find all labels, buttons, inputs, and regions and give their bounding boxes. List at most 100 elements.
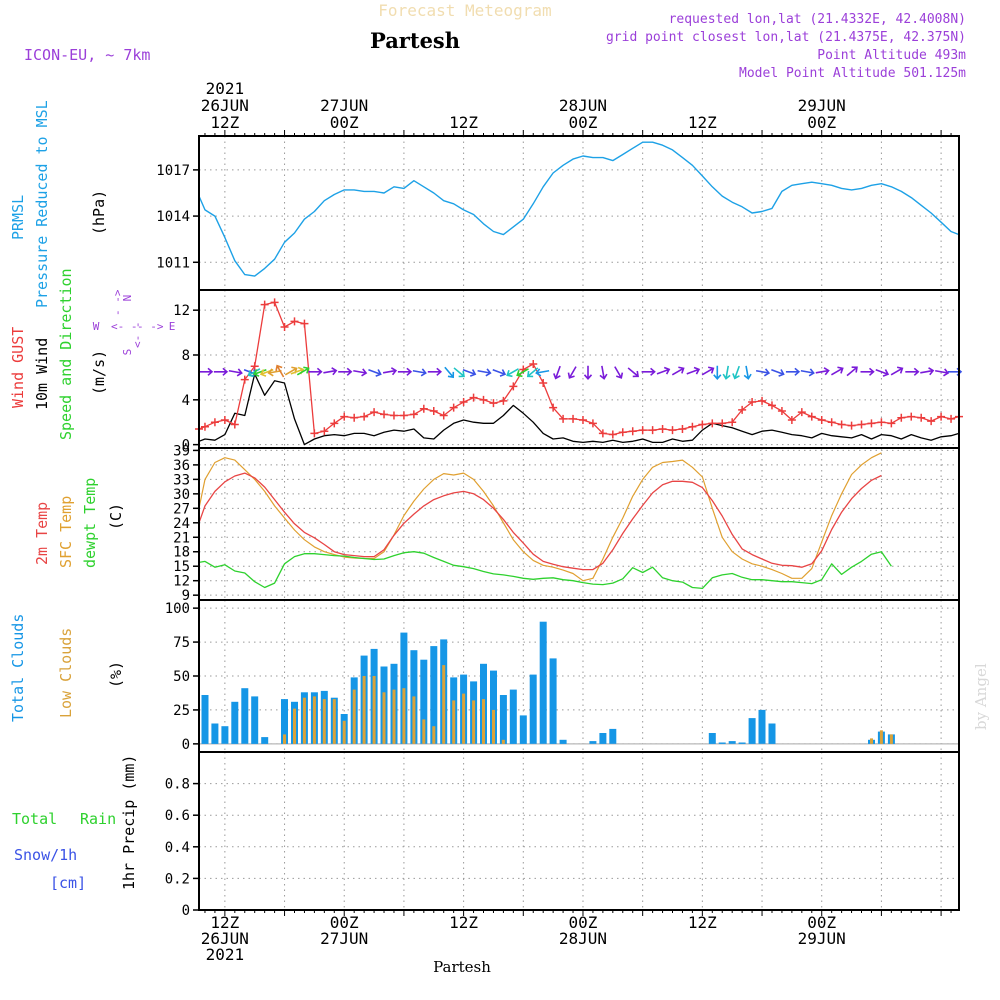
total-cloud-bar	[549, 658, 557, 744]
wind-direction-arrow-shape	[412, 368, 427, 377]
total-clouds-label: Total Clouds	[9, 614, 27, 722]
wind-direction-arrow	[771, 368, 785, 377]
total-cloud-bar	[748, 718, 756, 744]
compass-e: E	[169, 320, 176, 333]
total-cloud-bar	[211, 723, 219, 744]
low-cloud-bar	[382, 692, 386, 744]
wind-direction-arrow-shape	[743, 365, 752, 380]
snow-unit-label: [cm]	[50, 874, 86, 892]
grid-layer	[199, 136, 959, 911]
top-time-label: 29JUN	[798, 96, 846, 115]
wind-direction-arrow	[875, 368, 890, 377]
total-cloud-bar	[559, 739, 567, 744]
ytick-label-temperature: 36	[173, 458, 190, 474]
gust-marker	[529, 359, 538, 368]
gust-marker	[489, 399, 498, 408]
wind-direction-arrow	[338, 367, 353, 376]
wind-direction-arrow-shape	[567, 366, 577, 379]
wind-direction-arrow	[627, 367, 639, 378]
wind-unit-label: (m/s)	[90, 350, 108, 395]
wind-direction-arrow	[890, 366, 904, 376]
gust-marker	[708, 419, 717, 428]
gust-marker	[409, 410, 418, 419]
wind-direction-arrow	[308, 367, 323, 376]
temp-dew-label: dewpt Temp	[81, 478, 99, 568]
wind-direction-arrow	[477, 368, 492, 377]
bottom-time-label: 12Z	[210, 913, 239, 932]
ytick-label-precip: 0.4	[165, 840, 190, 856]
gust-marker	[718, 419, 727, 428]
wind-direction-arrow-shape	[553, 365, 561, 380]
total-cloud-bar	[430, 646, 438, 744]
gust-marker	[330, 419, 339, 428]
gust-marker	[459, 398, 468, 407]
gust-marker	[897, 413, 906, 422]
wind-direction-arrow	[905, 367, 920, 376]
low-cloud-bar	[322, 699, 326, 744]
wind-direction-arrow-shape	[831, 366, 844, 376]
wind-direction-arrow	[296, 366, 310, 376]
gust-marker	[280, 322, 289, 331]
gust-marker	[797, 408, 806, 417]
gust-marker	[360, 412, 369, 421]
ytick-label-wind: 0	[182, 438, 190, 454]
gust-marker	[877, 418, 886, 427]
wind-direction-arrow	[368, 368, 382, 377]
total-cloud-bar	[509, 689, 517, 744]
low-cloud-bar	[501, 739, 505, 744]
wind-direction-arrow-shape	[755, 368, 771, 377]
axes-layer: 1011101410170481291215182124273033363902…	[156, 163, 199, 919]
compass-arrow-right: - ->	[137, 320, 164, 333]
wind-direction-arrow-shape	[875, 368, 890, 377]
low-cloud-bar	[870, 738, 873, 744]
low-cloud-bar	[392, 689, 396, 744]
wind-direction-arrow	[199, 367, 214, 376]
wind-direction-arrow	[935, 368, 950, 377]
gust-marker	[320, 427, 329, 436]
ytick-label-temperature: 39	[173, 443, 190, 459]
wind-direction-arrow	[583, 365, 593, 381]
wind-direction-arrow	[323, 367, 338, 376]
ytick-label-clouds: 0	[182, 737, 190, 753]
requested-coords: requested lon,lat (21.4332E, 42.4008N)	[669, 12, 966, 27]
gust-marker	[857, 420, 866, 429]
top-time-label: 00Z	[807, 113, 836, 132]
ytick-label-wind: 8	[182, 348, 190, 364]
wind-direction-arrow	[732, 365, 741, 380]
compass-arrow-down: <- -	[131, 322, 144, 349]
gust-marker	[678, 424, 687, 433]
wind-direction-arrow-shape	[599, 365, 608, 380]
data-layer	[195, 141, 963, 911]
wind-direction-arrow	[252, 368, 267, 377]
wind-direction-arrow-shape	[935, 368, 950, 377]
top-time-label: 00Z	[330, 113, 359, 132]
wind-direction-arrow-shape	[713, 365, 722, 381]
wind-direction-arrow-shape	[353, 368, 368, 377]
location-title: Partesh	[370, 28, 460, 53]
gust-marker	[608, 430, 617, 439]
wind-direction-arrow-shape	[462, 368, 477, 377]
total-cloud-bar	[490, 670, 497, 744]
wind-direction-arrow	[453, 367, 465, 378]
wind-direction-arrow-shape	[453, 367, 465, 378]
wind-direction-arrow	[641, 367, 656, 376]
low-cloud-bar	[352, 689, 356, 744]
model-label: ICON-EU, ~ 7km	[24, 46, 150, 64]
wind-direction-arrow	[614, 366, 624, 379]
gust-marker	[628, 427, 637, 436]
low-cloud-bar	[332, 699, 336, 744]
low-cloud-bar	[283, 734, 286, 744]
wind-direction-arrow-shape	[308, 367, 323, 376]
wind-direction-arrow	[831, 366, 844, 376]
gust-marker	[290, 317, 299, 326]
top-time-label: 12Z	[449, 113, 478, 132]
wind-direction-arrow-shape	[427, 367, 443, 376]
wind-direction-arrow	[353, 368, 368, 377]
ytick-label-temperature: 30	[173, 487, 190, 503]
total-cloud-bar	[241, 688, 249, 744]
wind-direction-arrow	[247, 368, 261, 378]
wind-direction-arrow-shape	[213, 367, 229, 376]
wind-direction-arrow	[755, 368, 771, 377]
bottom-time-label: 12Z	[449, 913, 478, 932]
gust-marker	[827, 418, 836, 427]
